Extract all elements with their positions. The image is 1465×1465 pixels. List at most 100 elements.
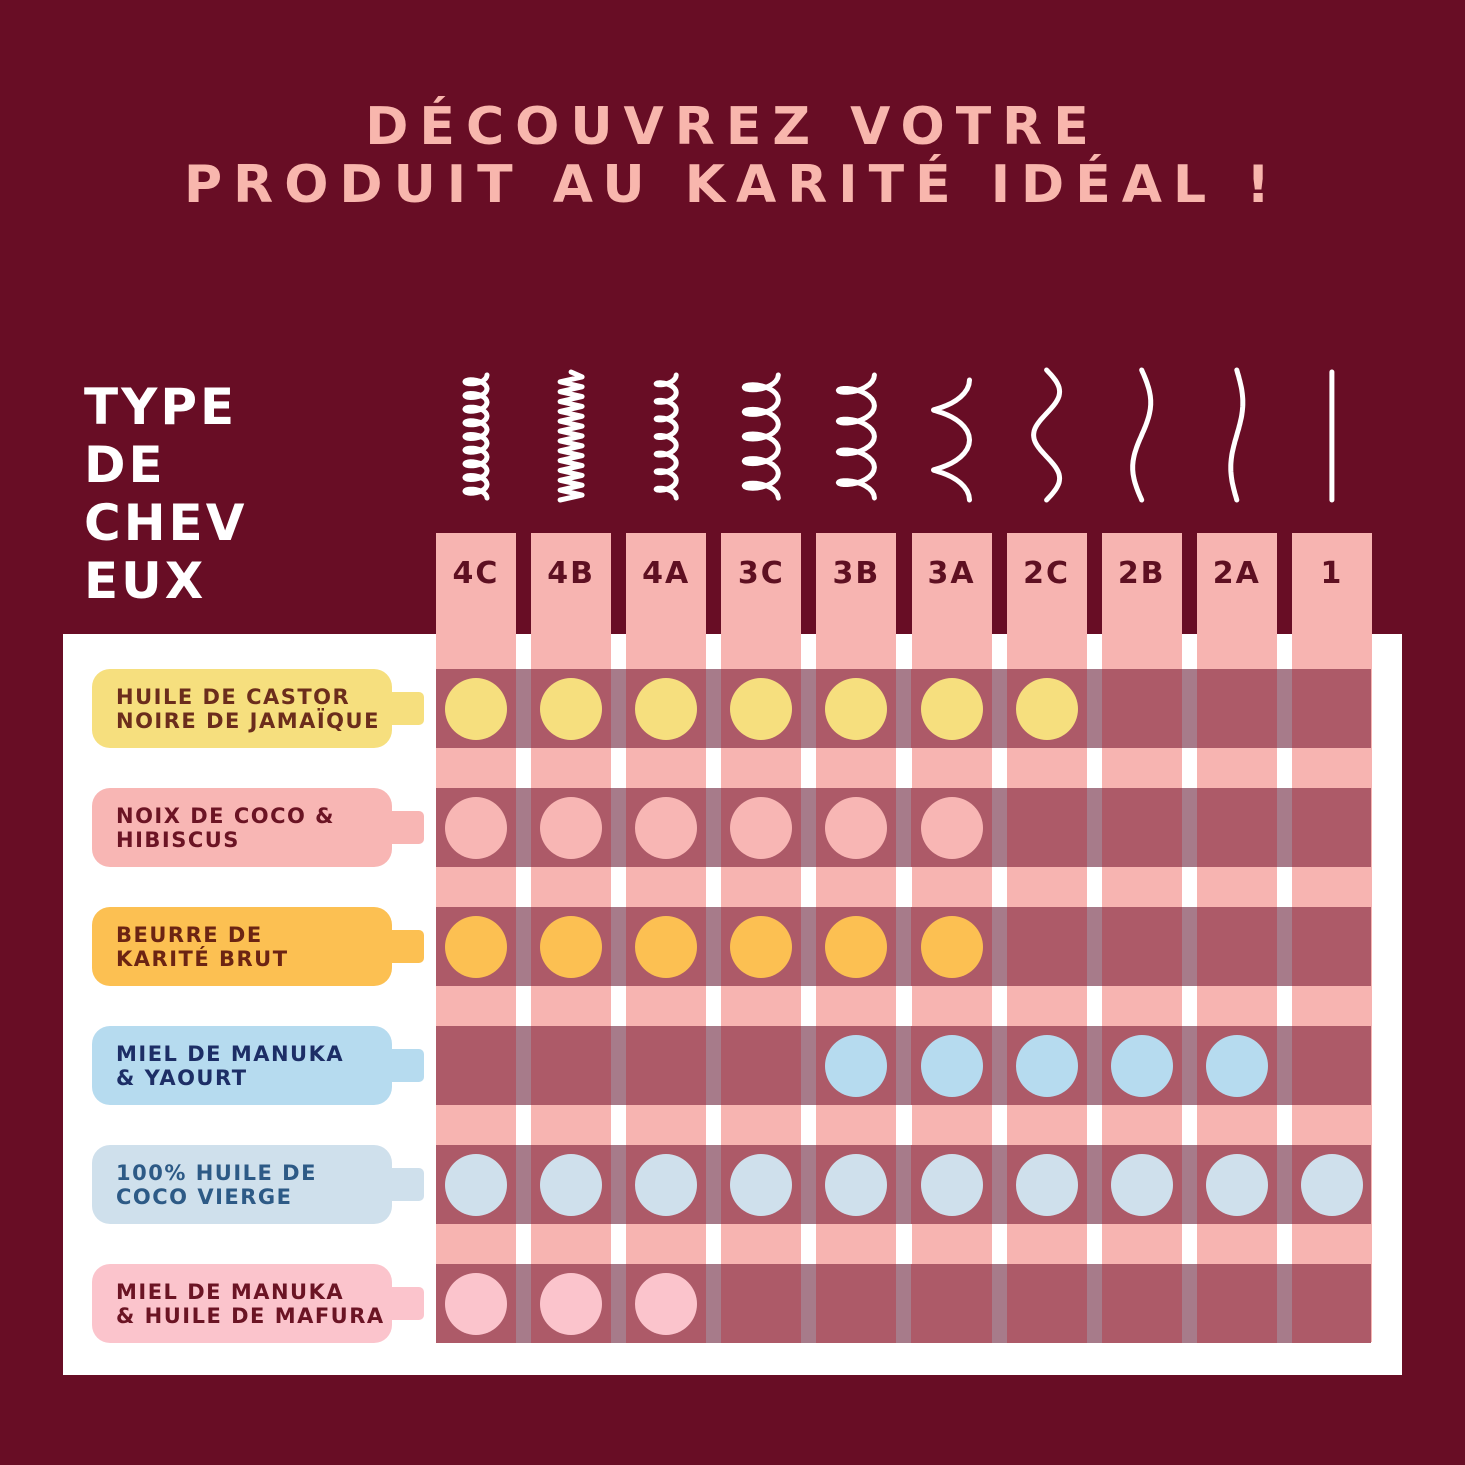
row-gap [896, 1145, 912, 1224]
compatibility-dot [1110, 1034, 1173, 1097]
row-gap [706, 1026, 722, 1105]
row-gap [991, 1264, 1007, 1343]
row-gap [1086, 1145, 1102, 1224]
hair-type-label-line: DE [84, 436, 166, 494]
compatibility-dot [920, 915, 983, 978]
row-gap [516, 1264, 531, 1343]
compatibility-dot [1110, 1153, 1173, 1216]
row-gap [611, 1026, 627, 1105]
slight-wave-icon [1228, 367, 1246, 503]
compatibility-dot [920, 1153, 983, 1216]
hair-type-label-3c: 3C [737, 555, 785, 591]
product-name: HUILE DE CASTOR NOIRE DE JAMAÏQUE [116, 684, 380, 733]
hair-type-label-2a: 2A [1212, 555, 1261, 591]
compatibility-dot [635, 1153, 698, 1216]
row-gap [1086, 907, 1102, 986]
compatibility-dot [920, 1034, 983, 1097]
row-gap [1181, 1026, 1197, 1105]
hair-type-label-2c: 2C [1023, 555, 1071, 591]
compatibility-dot [635, 1272, 698, 1335]
loose-coil-icon [835, 372, 877, 501]
row-gap [801, 788, 817, 867]
bottle-cap-icon [390, 692, 424, 725]
row-gap [706, 1145, 722, 1224]
row-gap [991, 669, 1007, 748]
row-gap [1276, 1264, 1292, 1343]
compatibility-dot [730, 1153, 793, 1216]
compatibility-dot [1015, 1153, 1078, 1216]
zigzag-coil-icon [557, 369, 585, 503]
row-gap [1086, 1026, 1102, 1105]
row-gap [516, 788, 531, 867]
hair-type-label-line: CHEV [84, 494, 248, 552]
compatibility-dot [445, 1153, 507, 1216]
compatibility-dot [1015, 1034, 1078, 1097]
compatibility-dot [730, 915, 793, 978]
row-gap [991, 1026, 1007, 1105]
compatibility-dot [825, 677, 888, 740]
hair-type-label-4b: 4B [547, 555, 595, 591]
compatibility-dot [730, 796, 793, 859]
compatibility-dot [1205, 1153, 1268, 1216]
bottle-cap-icon [390, 1049, 424, 1082]
hair-type-label-3a: 3A [927, 555, 976, 591]
compatibility-dot [540, 1272, 603, 1335]
compatibility-dot [825, 1034, 888, 1097]
row-gap [1276, 788, 1292, 867]
row-gap [896, 1264, 912, 1343]
row-gap [896, 1026, 912, 1105]
compatibility-dot [1300, 1153, 1363, 1216]
product-name: 100% HUILE DE COCO VIERGE [116, 1160, 317, 1209]
compatibility-dot [730, 677, 793, 740]
row-gap [1181, 669, 1197, 748]
compatibility-dot [825, 796, 888, 859]
compatibility-dot [445, 1272, 507, 1335]
bottle-cap-icon [390, 930, 424, 963]
row-gap [1086, 788, 1102, 867]
hair-type-label-4c: 4C [452, 555, 500, 591]
product-label: HUILE DE CASTOR NOIRE DE JAMAÏQUE [92, 669, 424, 748]
product-label: MIEL DE MANUKA & HUILE DE MAFURA [92, 1264, 424, 1343]
compatibility-dot [540, 915, 603, 978]
row-gap [706, 907, 722, 986]
product-name: BEURRE DE KARITÉ BRUT [116, 922, 289, 971]
compatibility-dot [540, 677, 603, 740]
row-gap [1276, 1145, 1292, 1224]
product-name: MIEL DE MANUKA & YAOURT [116, 1041, 345, 1090]
row-gap [611, 669, 627, 748]
row-gap [611, 907, 627, 986]
row-gap [1181, 1145, 1197, 1224]
row-gap [1276, 669, 1292, 748]
product-label: MIEL DE MANUKA & YAOURT [92, 1026, 424, 1105]
product-name: MIEL DE MANUKA & HUILE DE MAFURA [116, 1279, 385, 1328]
product-label: BEURRE DE KARITÉ BRUT [92, 907, 424, 986]
compatibility-dot [825, 1153, 888, 1216]
hair-type-label-3b: 3B [832, 555, 881, 591]
row-gap [1086, 1264, 1102, 1343]
row-gap [991, 788, 1007, 867]
row-gap [706, 1264, 722, 1343]
compatibility-dot [1205, 1034, 1268, 1097]
row-gap [706, 788, 722, 867]
compatibility-dot [540, 1153, 603, 1216]
hair-type-label-line: TYPE [84, 378, 238, 436]
product-label: NOIX DE COCO & HIBISCUS [92, 788, 424, 867]
row-gap [611, 1145, 627, 1224]
row-gap [801, 1145, 817, 1224]
row-gap [1276, 907, 1292, 986]
row-gap [516, 1145, 531, 1224]
hair-type-label-4a: 4A [642, 555, 691, 591]
compatibility-dot [920, 796, 983, 859]
row-gap [706, 669, 722, 748]
row-gap [611, 1264, 627, 1343]
row-gap [1276, 1026, 1292, 1105]
row-gap [611, 788, 627, 867]
compatibility-dot [635, 677, 698, 740]
title-line-2: PRODUIT AU KARITÉ IDÉAL ! [184, 155, 1281, 215]
page-title: DÉCOUVREZ VOTRE PRODUIT AU KARITÉ IDÉAL … [0, 98, 1465, 214]
compatibility-dot [635, 915, 698, 978]
compatibility-dot [635, 796, 698, 859]
bottle-cap-icon [390, 1168, 424, 1201]
hair-type-label-1: 1 [1320, 555, 1344, 591]
hair-type-label: TYPE DE CHEV EUX [84, 378, 247, 610]
